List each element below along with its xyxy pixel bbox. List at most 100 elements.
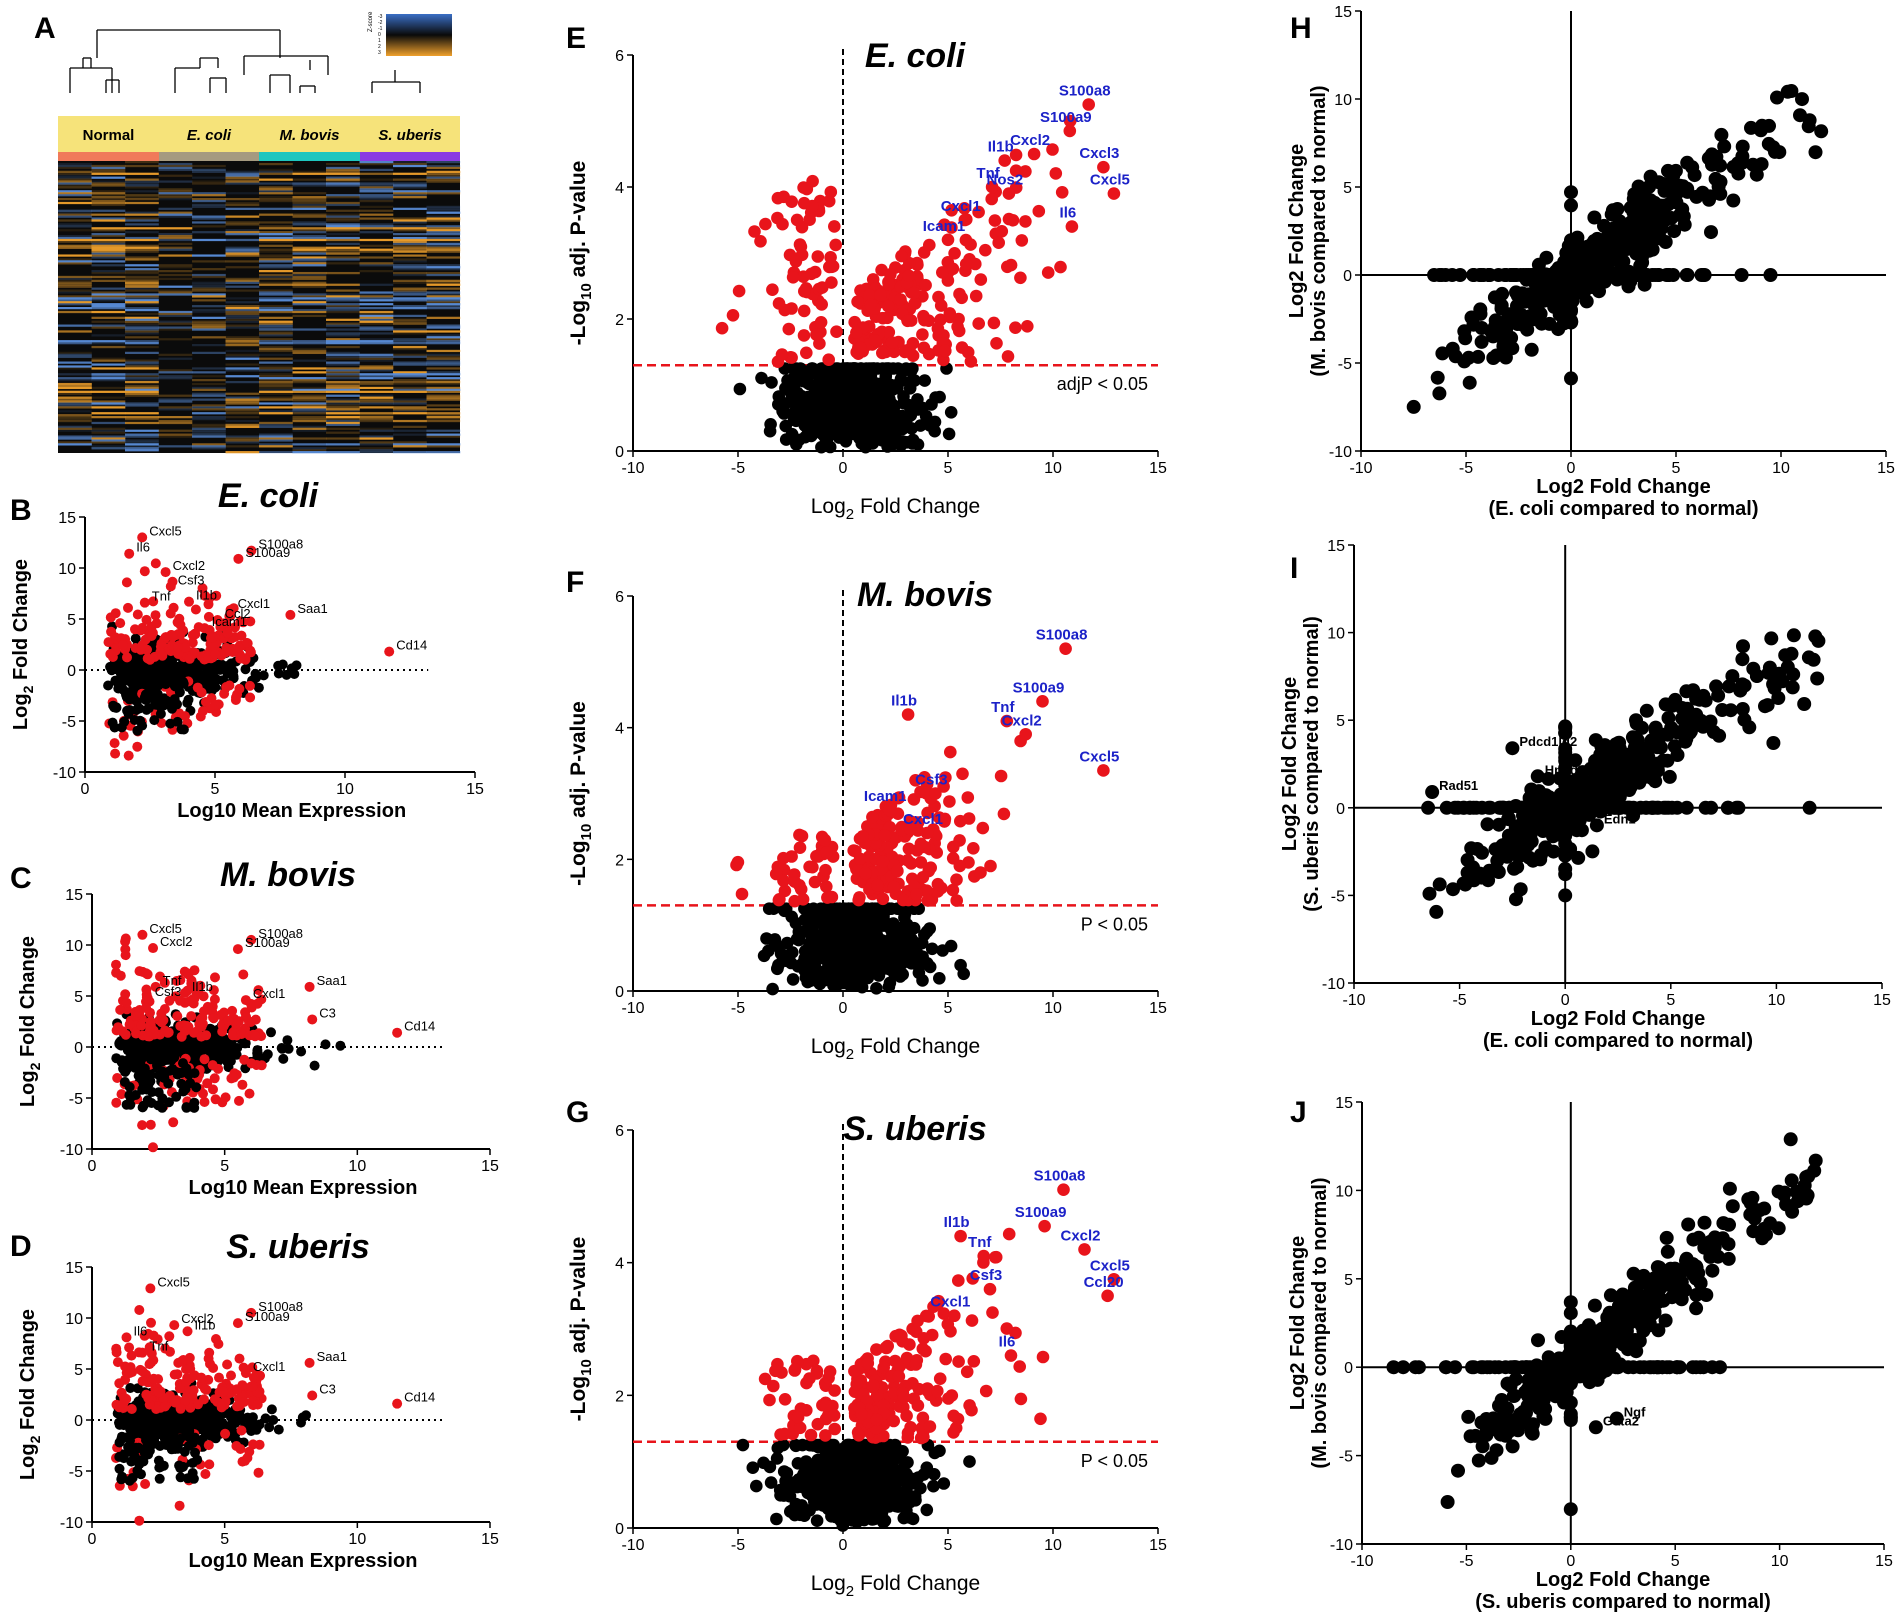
x-tick-label: -5 [731, 1537, 745, 1554]
heatmap-cell [125, 441, 159, 444]
y-axis-label: -Log10 adj. P-value [567, 1237, 595, 1422]
heatmap-cell [259, 402, 293, 405]
heatmap-cell [426, 205, 461, 209]
heatmap-cell [91, 334, 126, 337]
heatmap-cell [426, 287, 461, 290]
heatmap-cell [91, 248, 126, 251]
heatmap-cell [326, 427, 360, 430]
heatmap-cell [192, 205, 226, 209]
data-point [183, 694, 194, 705]
data-point [176, 1068, 187, 1078]
heatmap-cell [125, 301, 159, 304]
heatmap-cell [158, 248, 193, 251]
heatmap-cell [292, 299, 327, 302]
labeled-point [307, 1390, 318, 1401]
labeled-point [246, 1307, 257, 1318]
data-point [236, 1425, 247, 1436]
heatmap-cell [426, 326, 461, 329]
heatmap-cell [259, 207, 293, 210]
heatmap-cell [158, 377, 193, 380]
heatmap-cell [292, 293, 327, 296]
heatmap-cell [359, 295, 394, 298]
heatmap-cell [259, 349, 293, 353]
data-point [979, 243, 992, 257]
data-point [798, 285, 811, 298]
heatmap-cell [426, 283, 461, 286]
gene-label: S100a8 [258, 1299, 303, 1314]
heatmap-cell [359, 449, 394, 452]
y-tick-label: 15 [65, 1260, 83, 1277]
data-points [111, 1305, 311, 1526]
heatmap-cell [359, 365, 394, 368]
zscore-tick: -1 [378, 26, 383, 32]
data-point [115, 618, 126, 629]
heatmap-cell [326, 250, 360, 253]
data-point [140, 1479, 151, 1489]
labeled-point [199, 623, 210, 634]
data-point [123, 602, 133, 613]
data-point [200, 1469, 211, 1479]
data-point [810, 966, 823, 979]
data-point [124, 1446, 135, 1457]
heatmap-cell [259, 273, 293, 277]
heatmap-cell [359, 451, 394, 454]
heatmap-cell [259, 365, 293, 368]
y-axis-label: -Log10 adj. P-value [567, 701, 595, 886]
heatmap-cell [125, 172, 159, 175]
data-point [808, 875, 822, 889]
data-point [830, 902, 844, 915]
heatmap-cell [426, 176, 461, 179]
heatmap-cell [158, 285, 193, 288]
labeled-point [1063, 124, 1077, 138]
heatmap-cell [326, 256, 360, 259]
data-point [228, 1072, 239, 1083]
heatmap-cell [91, 213, 126, 216]
data-point [964, 355, 978, 368]
heatmap-cell [225, 277, 260, 281]
heatmap-cell [359, 353, 394, 356]
heatmap-cell [259, 233, 293, 236]
data-point [245, 645, 256, 656]
heatmap-cell [192, 443, 226, 446]
heatmap-cell [393, 279, 427, 282]
heatmap-cell [91, 447, 126, 450]
heatmap-cell [259, 322, 293, 325]
x-axis-label: Log2 Fold Change [811, 495, 980, 523]
heatmap-cell [259, 196, 293, 199]
x-axis-label: Log2 Fold Change [811, 1035, 980, 1063]
gene-label: Cxcl2 [1002, 712, 1042, 729]
heatmap-cell [91, 244, 126, 247]
heatmap-cell [259, 390, 293, 393]
heatmap-cell [58, 258, 92, 261]
heatmap-cell [426, 408, 461, 411]
data-point [143, 1079, 154, 1090]
heatmap-cell [91, 342, 126, 345]
heatmap-cell [393, 287, 427, 290]
heatmap-cell [426, 174, 461, 177]
y-tick-label: 0 [74, 1413, 83, 1430]
heatmap-cell [58, 238, 92, 242]
heatmap-cell [125, 379, 159, 382]
data-point [782, 322, 796, 336]
data-point [134, 1459, 145, 1470]
heatmap-cell [58, 392, 92, 395]
heatmap-cell [125, 219, 159, 222]
heatmap-cell [192, 343, 226, 347]
data-point [878, 829, 892, 842]
x-tick-label: 5 [944, 1537, 953, 1554]
heatmap-cell [58, 443, 92, 446]
heatmap-cell [292, 303, 327, 306]
data-point [151, 618, 162, 629]
data-point [123, 750, 134, 761]
heatmap-cell [426, 238, 461, 242]
heatmap-cell [58, 429, 92, 432]
heatmap-cell [426, 211, 461, 214]
data-point [771, 191, 785, 205]
heatmap-cell [125, 445, 159, 448]
gene-label: S100a9 [245, 545, 290, 560]
heatmap-cell [393, 445, 427, 448]
data-point [137, 622, 148, 633]
data-point [118, 1398, 129, 1408]
heatmap-cell [393, 379, 427, 382]
heatmap-cell [91, 416, 126, 419]
